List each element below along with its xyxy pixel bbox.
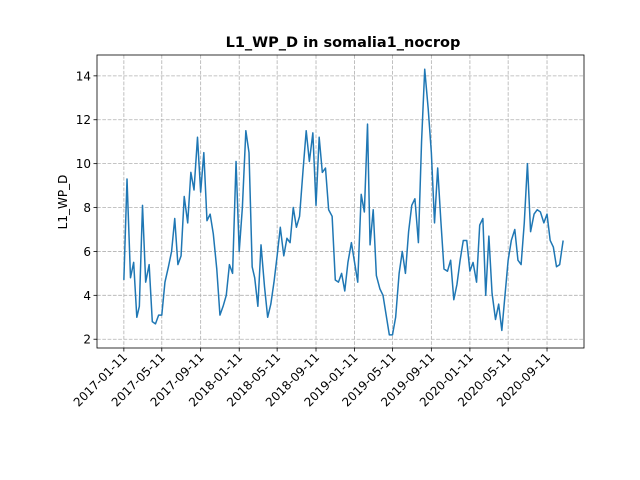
y-tick-label: 14 (76, 69, 91, 83)
y-axis-label: L1_WP_D (56, 175, 70, 230)
y-tick-label: 10 (76, 157, 91, 171)
y-tick-label: 6 (83, 245, 91, 259)
y-tick-label: 4 (83, 289, 91, 303)
y-tick-label: 8 (83, 201, 91, 215)
plot-frame (96, 54, 585, 349)
y-tick-label: 2 (83, 333, 91, 347)
y-tick-label: 12 (76, 113, 91, 127)
data-line (123, 68, 564, 336)
chart-title: L1_WP_D in somalia1_nocrop (226, 35, 461, 51)
